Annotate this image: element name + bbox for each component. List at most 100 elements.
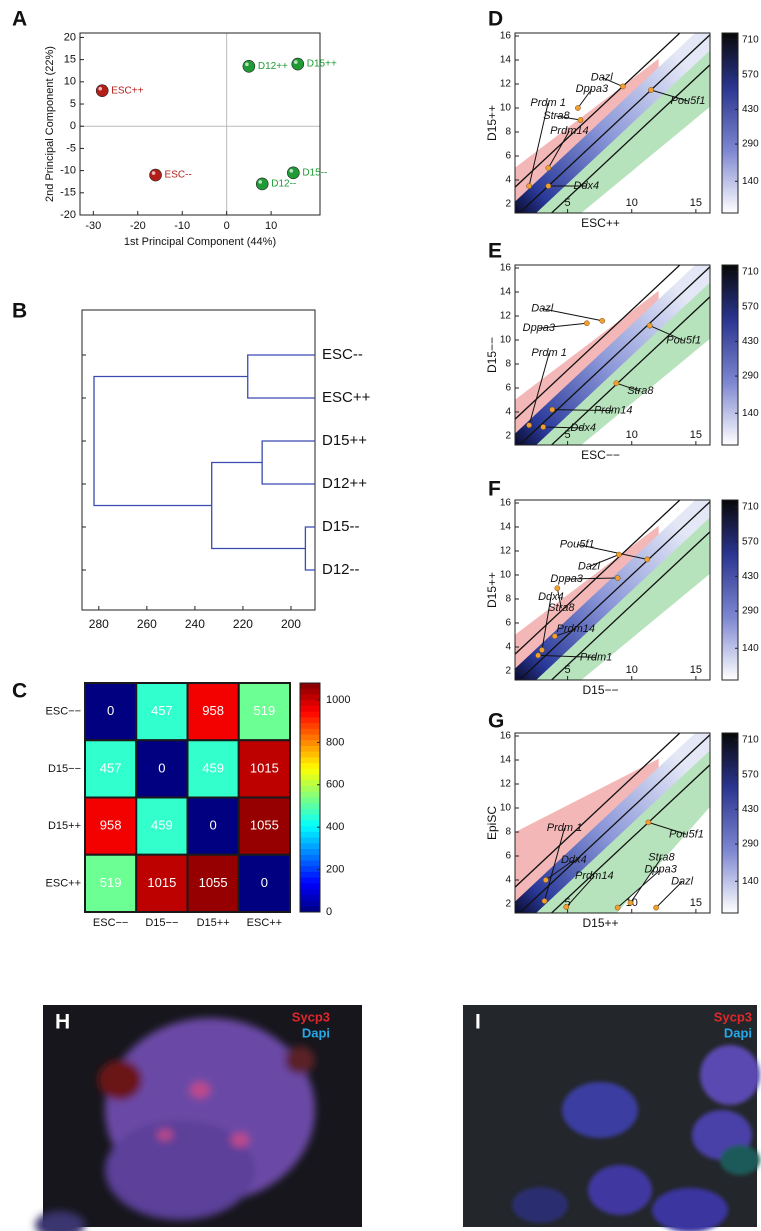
leader-line bbox=[650, 89, 689, 102]
gene-point bbox=[614, 904, 621, 911]
x-tick-label: 0 bbox=[224, 220, 230, 232]
cell-label: 459 bbox=[151, 818, 173, 833]
y-tick-label: 16 bbox=[500, 731, 512, 742]
colorbar-tick-label: 710 bbox=[742, 735, 759, 746]
colorbar-segment bbox=[300, 814, 320, 821]
colorbar-segment bbox=[300, 808, 320, 816]
y-tick-label: 8 bbox=[505, 127, 511, 138]
gene-label: Dazl bbox=[578, 561, 601, 573]
point-label: D12++ bbox=[258, 61, 288, 72]
cell-label: 958 bbox=[202, 703, 224, 718]
panel-letter: I bbox=[475, 1011, 481, 1034]
gene-label: Dazl bbox=[671, 876, 694, 888]
gene-point bbox=[575, 105, 581, 111]
pca-point bbox=[291, 57, 305, 71]
gene-point bbox=[549, 406, 556, 413]
fold-line bbox=[515, 733, 681, 889]
gene-point bbox=[545, 165, 552, 171]
leaf-label: D12++ bbox=[322, 475, 367, 492]
colorbar-tick-label: 430 bbox=[742, 104, 759, 115]
colorbar-segment bbox=[300, 683, 320, 690]
fold-line bbox=[515, 33, 681, 189]
colorbar-segment bbox=[300, 768, 320, 776]
y-tick-label: 2 bbox=[505, 431, 511, 442]
colorbar-segment bbox=[300, 894, 320, 902]
pca-point bbox=[149, 168, 162, 182]
leader-line bbox=[544, 827, 565, 902]
leader-line bbox=[577, 543, 648, 560]
colorbar-segment bbox=[300, 751, 320, 758]
gene-point bbox=[554, 585, 561, 592]
cell-label: 519 bbox=[254, 703, 276, 718]
leader-line bbox=[565, 875, 595, 908]
colorbar-segment bbox=[300, 797, 320, 804]
heatmap-cell bbox=[237, 682, 291, 742]
pca-point bbox=[287, 166, 300, 180]
colorbar-tick-label: 140 bbox=[742, 876, 759, 887]
y-tick-label: 4 bbox=[505, 875, 511, 886]
density-band bbox=[515, 733, 710, 913]
x-tick-label: 15 bbox=[690, 429, 702, 441]
x-tick-label: 15 bbox=[690, 897, 702, 909]
cell-label: 457 bbox=[151, 703, 173, 718]
cell-label: 0 bbox=[107, 703, 114, 718]
y-tick-label: 14 bbox=[500, 55, 512, 66]
colorbar-segment bbox=[300, 745, 320, 753]
heatmap-cell bbox=[237, 796, 291, 856]
colorbar-tick-label: 290 bbox=[742, 371, 759, 382]
pca-point bbox=[255, 177, 269, 191]
image-i: I Sycp3 Dapi bbox=[463, 1005, 760, 1231]
gene-label: Prdm14 bbox=[550, 125, 589, 137]
colorbar-segment bbox=[300, 757, 320, 764]
panel-letter: E bbox=[488, 240, 502, 263]
colorbar-segment bbox=[300, 694, 320, 701]
leader-line bbox=[547, 130, 570, 169]
gene-point bbox=[535, 652, 541, 659]
colorbar-tick-label: 200 bbox=[326, 863, 344, 875]
fold-line bbox=[518, 733, 710, 913]
highlight bbox=[151, 171, 156, 175]
fold-line bbox=[550, 63, 710, 213]
colorbar-segment bbox=[300, 717, 320, 724]
cell-label: 0 bbox=[261, 875, 268, 890]
leader-line bbox=[528, 102, 549, 187]
gene-point bbox=[563, 904, 570, 910]
fold-line bbox=[515, 265, 681, 421]
panel-letter: G bbox=[488, 710, 504, 733]
colorbar-tick-label: 290 bbox=[742, 839, 759, 850]
leader-line bbox=[538, 322, 587, 329]
gene-label: Ddx4 bbox=[538, 591, 564, 603]
x-axis-label: ESC−− bbox=[581, 448, 620, 462]
colorbar-segment bbox=[300, 780, 320, 787]
image-h: H Sycp3 Dapi bbox=[35, 1005, 362, 1231]
y-axis-label: D15++ bbox=[485, 572, 499, 608]
x-tick-label: 5 bbox=[565, 664, 571, 676]
gene-label: Prdm14 bbox=[594, 405, 633, 417]
panel-letter: C bbox=[12, 680, 27, 703]
plot-frame bbox=[514, 264, 711, 446]
gene-label: Pou5f1 bbox=[666, 335, 701, 347]
gene-label: Dppa3 bbox=[644, 864, 677, 876]
x-tick-label: -10 bbox=[174, 220, 190, 232]
x-axis-label: D15++ bbox=[582, 916, 618, 930]
leader-line bbox=[630, 857, 662, 904]
leader-line bbox=[556, 115, 581, 121]
y-tick-label: 6 bbox=[505, 151, 511, 162]
density-layer bbox=[515, 733, 710, 913]
y-axis-label: D15++ bbox=[485, 105, 499, 141]
gene-point bbox=[577, 117, 584, 123]
panel-letter: D bbox=[488, 8, 503, 31]
highlight bbox=[245, 62, 249, 67]
density-layer bbox=[515, 33, 710, 213]
leader-line bbox=[655, 881, 683, 908]
y-tick-label: -5 bbox=[66, 142, 76, 154]
y-tick-label: 15 bbox=[64, 54, 76, 66]
gene-point bbox=[539, 647, 545, 653]
gene-label: Ddx4 bbox=[570, 422, 596, 434]
cell-label: 1055 bbox=[250, 818, 279, 833]
y-tick-label: 14 bbox=[500, 755, 512, 766]
point-label: ESC-- bbox=[165, 170, 192, 181]
point-label: D12-- bbox=[271, 179, 296, 190]
colorbar-tick-label: 430 bbox=[742, 571, 759, 582]
